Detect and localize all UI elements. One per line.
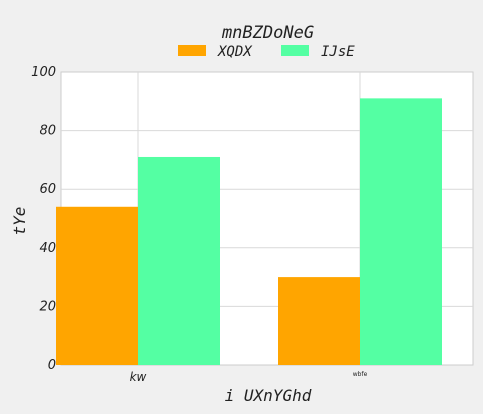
bar-IJsE-wbfe	[360, 98, 442, 366]
y-tick-label: 0	[48, 358, 56, 373]
legend-label-XQDX: XQDX	[217, 44, 253, 60]
x-tick-label: kw	[130, 370, 147, 384]
y-tick-label: 20	[39, 299, 56, 314]
x-axis-ticks: kw wbfe	[130, 370, 368, 384]
legend: XQDX IJsE	[178, 44, 355, 60]
y-tick-label: 40	[39, 241, 56, 256]
y-axis-label: tYe	[10, 207, 29, 236]
y-axis-ticks: 0 20 40 60 80 100	[31, 65, 56, 373]
y-tick-label: 60	[39, 182, 56, 197]
x-tick-label: wbfe	[353, 371, 368, 378]
bars	[56, 98, 442, 366]
legend-label-IJsE: IJsE	[321, 44, 355, 60]
chart-title: mnBZDoNeG	[221, 23, 314, 43]
y-tick-label: 100	[31, 65, 56, 80]
x-axis-label: i UXnYGhd	[225, 386, 312, 405]
bar-XQDX-wbfe	[278, 277, 360, 365]
legend-swatch-IJsE	[281, 45, 309, 56]
y-tick-label: 80	[39, 124, 56, 139]
bar-XQDX-kw	[56, 206, 138, 365]
bar-IJsE-kw	[138, 156, 220, 365]
legend-swatch-XQDX	[178, 45, 206, 56]
